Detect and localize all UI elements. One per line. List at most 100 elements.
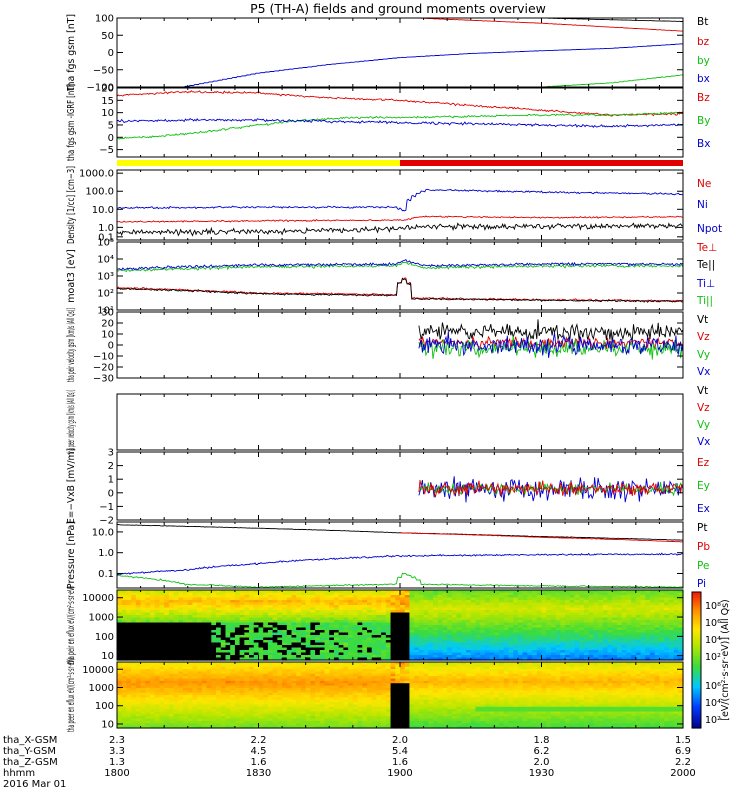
p3-ylabel: Density [1/cc] [cm−3] — [66, 166, 77, 244]
p4-ytick-label: 10² — [97, 289, 114, 300]
colorbar-tick: 10² — [705, 652, 721, 663]
s1-ytick-label: 1000 — [89, 613, 114, 624]
p8-legend-Pt: Pt — [697, 522, 707, 534]
p3-frame — [116, 169, 684, 241]
p7-ylabel-text: E=−VxB [mV/m] — [66, 448, 77, 524]
p6-ylabel: tha peer velocity gsm [km/s (All Qs)] — [66, 390, 77, 454]
colorbar — [691, 591, 702, 729]
p7-ytick-label: 1 — [108, 475, 114, 486]
ephemeris-value: 1.6 — [251, 757, 267, 768]
p4-series-Ti|| — [117, 258, 683, 271]
s1-ylabel-text: tha peir en eflux eV/(cm²·s·sr·eV) — [66, 586, 77, 664]
p5-legend-Vx: Vx — [697, 366, 710, 378]
p2-legend-Bz: Bz — [697, 92, 710, 104]
p7-legend-Ez: Ez — [697, 457, 710, 469]
p5-legend-Vz: Vz — [697, 331, 710, 343]
p1-legend-bx: bx — [697, 73, 710, 85]
ephemeris-value: 1800 — [104, 768, 129, 779]
p2-ytick-label: 15 — [101, 96, 114, 107]
p7-series-Ex — [418, 480, 683, 498]
p4-ytick-label: 10⁵ — [97, 238, 114, 249]
p4-ylabel-text: moat3 [eV] — [66, 249, 77, 302]
p5-ytick-label: 0 — [108, 341, 114, 352]
p3-ytick-label: 100.0 — [85, 187, 114, 198]
p3-ytick-label: 1.0 — [98, 223, 114, 234]
p2-legend-By: By — [697, 115, 710, 127]
s1-ytick-label: 10000 — [82, 593, 114, 604]
p5-ytick-label: −20 — [93, 363, 114, 374]
p2-legend-Bx: Bx — [697, 138, 710, 150]
s1-spectrogram — [117, 590, 684, 661]
p8-ylabel-text: Pressure [nPa] — [66, 521, 77, 589]
p5-ytick-label: 20 — [101, 319, 114, 330]
colorbar-tick: 10⁶ — [705, 681, 721, 692]
p5-ytick-label: −10 — [93, 352, 114, 363]
s2-ylabel: tha peer en eflux eV/(cm²·s·sr·eV) — [66, 658, 77, 732]
p2-series-Bz — [117, 90, 683, 117]
mode-bar-segment — [117, 160, 400, 166]
p5-frame — [116, 311, 684, 379]
s2-ytick-label: 1000 — [89, 683, 114, 694]
p3-legend-Npot: Npot — [697, 223, 722, 235]
p5-series-Vt — [418, 319, 683, 343]
p2-ytick-label: 5 — [108, 120, 114, 131]
s2-ytick-label: 100 — [95, 701, 114, 712]
p6-frame — [116, 393, 684, 451]
p5-ytick-label: 10 — [101, 330, 114, 341]
ephemeris-value: 1830 — [246, 768, 271, 779]
p4-series-Te|| — [117, 277, 683, 303]
p4-ytick-label: 10³ — [97, 272, 114, 283]
p1-frame — [116, 17, 684, 88]
ephemeris-label-3: hhmm — [3, 768, 35, 779]
colorbar-label: [eV/(cm²·s·sr·eV)] (All Qs) — [720, 599, 731, 721]
p3-ytick-label: 1000.0 — [79, 169, 114, 180]
ephemeris-value: 1900 — [387, 768, 412, 779]
colorbar-tick: 10⁶ — [705, 618, 721, 629]
s2-ytick-label: 10000 — [82, 665, 114, 676]
s1-ytick-label: 100 — [95, 632, 114, 643]
p3-ylabel-text: Density [1/cc] [cm−3] — [66, 166, 77, 244]
p8-ytick-label: 1.0 — [98, 548, 114, 559]
p5-ylabel: tha peir velocity gsm [km/s (All Qs)] — [66, 308, 77, 382]
p7-ytick-label: −1 — [99, 502, 114, 513]
p7-ytick-label: 3 — [108, 448, 114, 459]
p6-legend-Vx: Vx — [697, 436, 710, 448]
p8-legend-Pi: Pi — [697, 578, 706, 590]
p8-series-Pi — [117, 552, 683, 576]
p6-legend-Vz: Vz — [697, 402, 710, 414]
ephemeris-value: 1930 — [529, 768, 554, 779]
ephemeris-value: 2.0 — [534, 757, 550, 768]
p2-ylabel: tha fgs gsm -IGRF [nT] — [66, 84, 77, 161]
ephemeris-value: 2000 — [670, 768, 695, 779]
p7-ytick-label: −2 — [99, 516, 114, 527]
colorbar-tick: 10⁴ — [705, 698, 721, 709]
ephemeris-value: 1.5 — [675, 735, 691, 746]
ephemeris-value: 1.8 — [534, 735, 550, 746]
ephemeris-value: 2.3 — [109, 735, 125, 746]
ephemeris-value: 1.3 — [109, 757, 125, 768]
p4-ytick-label: 10¹ — [97, 306, 114, 317]
p7-frame — [116, 451, 684, 521]
ephemeris-label-1: tha_Y-GSM — [3, 746, 56, 757]
p4-series-Te⊥ — [117, 277, 683, 302]
p5-ytick-label: 30 — [101, 308, 114, 319]
p7-ytick-label: 0 — [108, 488, 114, 499]
p8-ylabel: Pressure [nPa] — [66, 521, 77, 589]
p8-frame — [116, 521, 684, 589]
p8-legend-Pe: Pe — [697, 560, 709, 572]
p1-legend-by: by — [697, 55, 710, 67]
s2-spectrogram — [117, 662, 684, 729]
ephemeris-value: 3.3 — [109, 746, 125, 757]
s1-ytick-label: 10 — [101, 651, 114, 662]
p1-legend-bz: bz — [697, 36, 710, 48]
p3-ytick-label: 0.1 — [98, 232, 114, 243]
figure-title: P5 (TH-A) fields and ground moments over… — [250, 1, 546, 16]
p1-legend-Bt: Bt — [697, 16, 708, 28]
p7-ytick-label: 2 — [108, 461, 114, 472]
p1-ytick-label: −50 — [93, 65, 114, 76]
ephemeris-value: 2.2 — [251, 735, 267, 746]
ephemeris-value: 4.5 — [251, 746, 267, 757]
p2-ytick-label: 20 — [101, 84, 114, 95]
